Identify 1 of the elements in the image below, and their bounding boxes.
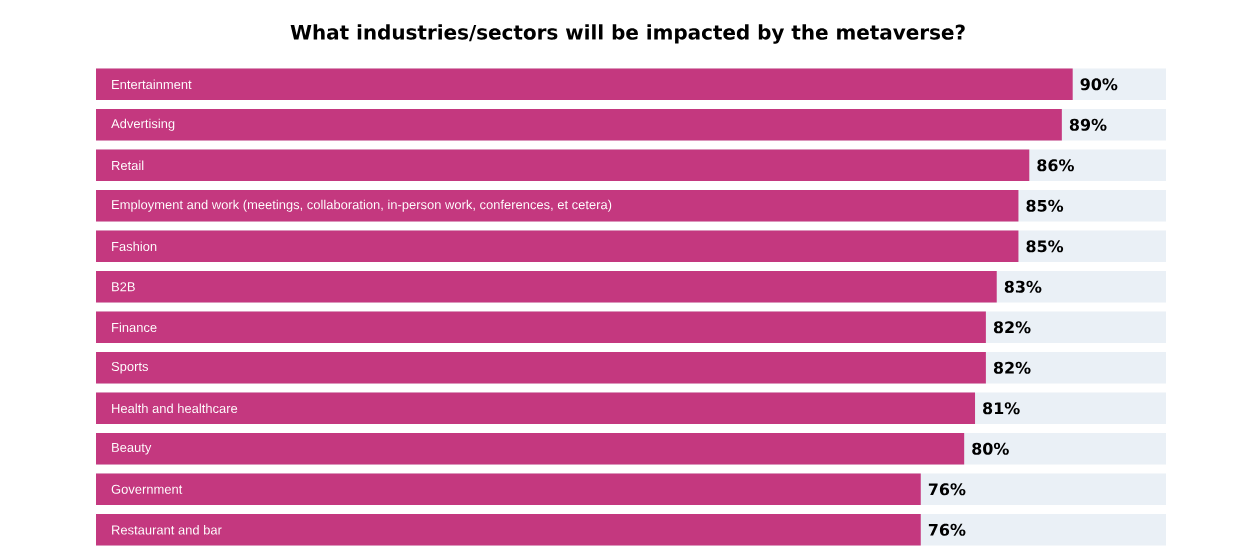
chart-title: What industries/sectors will be impacted by the metaverse? (290, 24, 965, 44)
